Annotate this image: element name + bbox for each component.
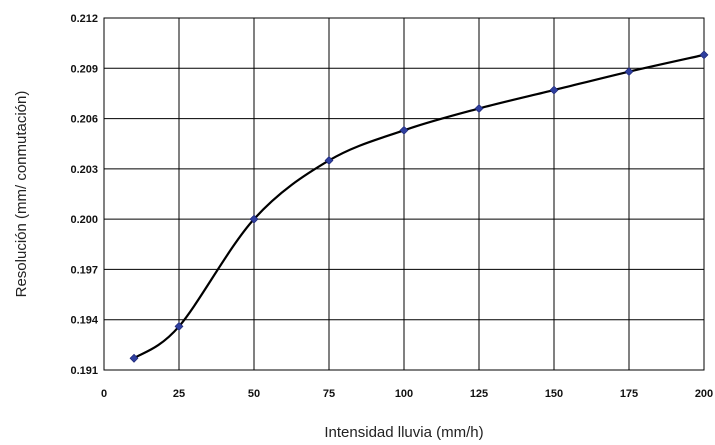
data-point-marker <box>249 214 259 224</box>
grid-lines <box>103 17 705 371</box>
y-tick-label: 0.206 <box>70 114 98 126</box>
x-tick-label: 200 <box>695 388 713 400</box>
x-tick-label: 150 <box>545 388 563 400</box>
data-point-markers <box>129 50 709 363</box>
y-tick-label: 0.209 <box>70 63 98 75</box>
data-point-marker <box>624 67 634 77</box>
x-tick-label: 175 <box>620 388 638 400</box>
x-tick-label: 100 <box>395 388 413 400</box>
x-tick-label: 0 <box>101 388 107 400</box>
data-point-marker <box>699 50 709 60</box>
y-tick-label: 0.194 <box>70 315 98 327</box>
y-tick-label: 0.200 <box>70 214 98 226</box>
x-tick-label: 125 <box>470 388 488 400</box>
plot-area-frame <box>103 17 705 371</box>
data-point-marker <box>399 125 409 135</box>
y-tick-label: 0.212 <box>70 13 98 25</box>
x-tick-label: 25 <box>173 388 185 400</box>
x-tick-label: 75 <box>323 388 335 400</box>
x-axis-tick-labels: 0 25 50 75 100 125 150 175 200 <box>101 388 713 400</box>
y-axis-title: Resolución (mm/ conmutación) <box>13 91 30 298</box>
x-tick-label: 50 <box>248 388 260 400</box>
y-tick-label: 0.203 <box>70 164 98 176</box>
x-axis-title: Intensidad lluvia (mm/h) <box>324 424 483 441</box>
series-line <box>133 53 705 360</box>
data-point-marker <box>129 353 139 363</box>
data-point-marker <box>324 156 334 165</box>
y-tick-label: 0.191 <box>70 365 98 377</box>
data-point-marker <box>549 85 559 95</box>
y-axis-tick-labels: 0.191 0.194 0.197 0.200 0.203 0.206 0.209 0.212 <box>70 13 98 377</box>
data-point-marker <box>474 104 484 113</box>
data-point-marker <box>174 321 184 331</box>
y-tick-label: 0.197 <box>70 264 98 276</box>
